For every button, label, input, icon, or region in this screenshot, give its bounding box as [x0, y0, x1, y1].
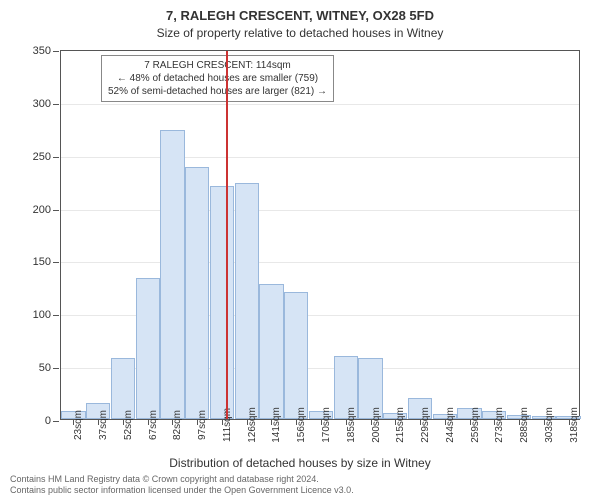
chart-container: 7, RALEGH CRESCENT, WITNEY, OX28 5FD Siz…	[0, 0, 600, 500]
annotation-line-2: ← 48% of detached houses are smaller (75…	[108, 72, 327, 85]
reference-line	[226, 51, 228, 419]
x-tick-label: 37sqm	[98, 410, 109, 440]
x-tick-label: 215sqm	[395, 407, 406, 443]
y-tick-label: 350	[33, 45, 51, 57]
x-tick-label: 52sqm	[123, 410, 134, 440]
x-tick-label: 200sqm	[371, 407, 382, 443]
x-tick-label: 97sqm	[197, 410, 208, 440]
annotation-line-1: 7 RALEGH CRESCENT: 114sqm	[108, 59, 327, 72]
y-tick	[53, 315, 59, 316]
x-tick-label: 288sqm	[519, 407, 530, 443]
histogram-bar	[259, 284, 283, 419]
x-tick-label: 244sqm	[445, 407, 456, 443]
x-tick-label: 303sqm	[544, 407, 555, 443]
x-tick-label: 170sqm	[321, 407, 332, 443]
histogram-bar	[136, 278, 160, 419]
x-tick-label: 141sqm	[271, 407, 282, 443]
y-tick-label: 150	[33, 256, 51, 268]
y-tick	[53, 157, 59, 158]
histogram-bar	[160, 130, 184, 419]
y-tick	[53, 421, 59, 422]
gridline	[61, 104, 579, 105]
x-tick-label: 259sqm	[470, 407, 481, 443]
y-tick-label: 0	[45, 415, 51, 427]
x-tick-label: 126sqm	[247, 407, 258, 443]
chart-title-sub: Size of property relative to detached ho…	[0, 26, 600, 40]
footnote-line-2: Contains public sector information licen…	[10, 485, 354, 496]
y-tick-label: 250	[33, 151, 51, 163]
gridline	[61, 262, 579, 263]
gridline	[61, 157, 579, 158]
x-tick-label: 273sqm	[494, 407, 505, 443]
y-tick	[53, 104, 59, 105]
annotation-box: 7 RALEGH CRESCENT: 114sqm ← 48% of detac…	[101, 55, 334, 102]
gridline	[61, 210, 579, 211]
histogram-bar	[185, 167, 209, 419]
histogram-bar	[284, 292, 308, 419]
histogram-bar	[235, 183, 259, 419]
y-tick	[53, 51, 59, 52]
y-tick-label: 300	[33, 98, 51, 110]
y-tick-label: 200	[33, 204, 51, 216]
y-tick	[53, 368, 59, 369]
footnote-line-1: Contains HM Land Registry data © Crown c…	[10, 474, 354, 485]
chart-title-main: 7, RALEGH CRESCENT, WITNEY, OX28 5FD	[0, 8, 600, 23]
y-tick	[53, 210, 59, 211]
x-tick-label: 82sqm	[172, 410, 183, 440]
annotation-line-3: 52% of semi-detached houses are larger (…	[108, 85, 327, 98]
x-axis-label: Distribution of detached houses by size …	[0, 456, 600, 470]
histogram-bar	[210, 186, 234, 419]
y-tick	[53, 262, 59, 263]
x-tick-label: 23sqm	[73, 410, 84, 440]
x-tick-label: 156sqm	[296, 407, 307, 443]
x-tick-label: 67sqm	[148, 410, 159, 440]
x-tick-label: 185sqm	[346, 407, 357, 443]
y-tick-label: 100	[33, 309, 51, 321]
x-tick-label: 318sqm	[569, 407, 580, 443]
x-tick-label: 229sqm	[420, 407, 431, 443]
y-tick-label: 50	[39, 362, 51, 374]
plot-area: 7 RALEGH CRESCENT: 114sqm ← 48% of detac…	[60, 50, 580, 420]
footnote: Contains HM Land Registry data © Crown c…	[10, 474, 354, 496]
